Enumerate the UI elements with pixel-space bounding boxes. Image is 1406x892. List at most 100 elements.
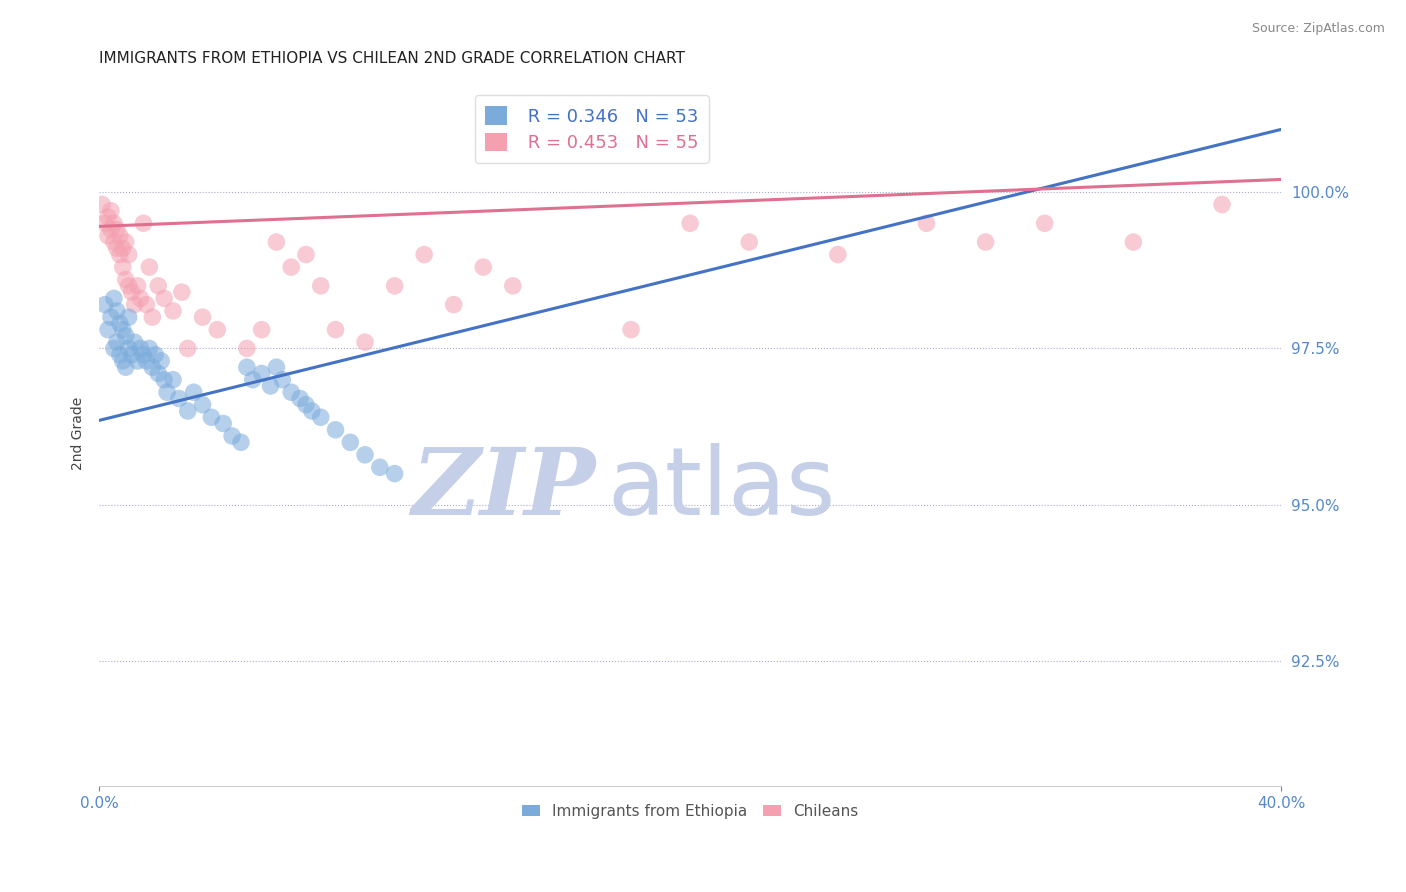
Point — [620, 323, 643, 337]
Point — [177, 342, 200, 356]
Point — [103, 216, 125, 230]
Y-axis label: 2nd Grade: 2nd Grade — [72, 396, 86, 469]
Point — [325, 423, 347, 437]
Point — [443, 298, 465, 312]
Point — [141, 310, 163, 325]
Point — [915, 216, 938, 230]
Point — [111, 323, 134, 337]
Point — [91, 197, 114, 211]
Point — [1211, 197, 1233, 211]
Point — [738, 235, 761, 249]
Point — [301, 404, 323, 418]
Point — [111, 241, 134, 255]
Point — [108, 348, 131, 362]
Point — [325, 323, 347, 337]
Point — [150, 354, 173, 368]
Point — [114, 360, 136, 375]
Point — [236, 342, 259, 356]
Point — [94, 216, 117, 230]
Point — [121, 285, 143, 299]
Point — [100, 203, 122, 218]
Point — [200, 410, 222, 425]
Point — [111, 354, 134, 368]
Point — [827, 247, 849, 261]
Point — [135, 298, 157, 312]
Point — [679, 216, 702, 230]
Point — [148, 367, 170, 381]
Point — [141, 360, 163, 375]
Point — [103, 235, 125, 249]
Point — [502, 278, 524, 293]
Point — [974, 235, 997, 249]
Point — [111, 260, 134, 274]
Point — [236, 360, 259, 375]
Point — [105, 304, 128, 318]
Point — [162, 304, 184, 318]
Point — [153, 291, 176, 305]
Point — [1122, 235, 1144, 249]
Point — [105, 335, 128, 350]
Point — [114, 235, 136, 249]
Point — [259, 379, 281, 393]
Point — [309, 410, 332, 425]
Point — [384, 278, 406, 293]
Point — [100, 310, 122, 325]
Point — [153, 373, 176, 387]
Point — [118, 342, 141, 356]
Point — [108, 317, 131, 331]
Point — [129, 291, 152, 305]
Point — [114, 329, 136, 343]
Point — [191, 398, 214, 412]
Text: ZIP: ZIP — [412, 444, 596, 534]
Point — [100, 222, 122, 236]
Point — [280, 385, 302, 400]
Text: IMMIGRANTS FROM ETHIOPIA VS CHILEAN 2ND GRADE CORRELATION CHART: IMMIGRANTS FROM ETHIOPIA VS CHILEAN 2ND … — [100, 51, 685, 66]
Point — [1033, 216, 1056, 230]
Point — [124, 335, 146, 350]
Point — [138, 342, 160, 356]
Point — [295, 398, 318, 412]
Point — [135, 354, 157, 368]
Point — [221, 429, 243, 443]
Point — [250, 323, 273, 337]
Point — [105, 241, 128, 255]
Point — [413, 247, 436, 261]
Point — [97, 323, 120, 337]
Point — [138, 260, 160, 274]
Point — [339, 435, 361, 450]
Point — [97, 210, 120, 224]
Point — [280, 260, 302, 274]
Point — [103, 342, 125, 356]
Point — [191, 310, 214, 325]
Point — [103, 291, 125, 305]
Point — [384, 467, 406, 481]
Point — [250, 367, 273, 381]
Text: Source: ZipAtlas.com: Source: ZipAtlas.com — [1251, 22, 1385, 36]
Point — [177, 404, 200, 418]
Point — [97, 228, 120, 243]
Point — [207, 323, 229, 337]
Point — [354, 448, 377, 462]
Point — [368, 460, 391, 475]
Point — [295, 247, 318, 261]
Point — [271, 373, 294, 387]
Point — [129, 342, 152, 356]
Point — [108, 247, 131, 261]
Point — [472, 260, 495, 274]
Point — [167, 392, 190, 406]
Point — [124, 298, 146, 312]
Point — [266, 360, 288, 375]
Point — [183, 385, 205, 400]
Point — [108, 228, 131, 243]
Point — [148, 278, 170, 293]
Point — [127, 354, 149, 368]
Point — [143, 348, 166, 362]
Point — [156, 385, 179, 400]
Point — [118, 310, 141, 325]
Point — [288, 392, 311, 406]
Point — [170, 285, 193, 299]
Point — [127, 278, 149, 293]
Point — [242, 373, 264, 387]
Point — [105, 222, 128, 236]
Point — [121, 348, 143, 362]
